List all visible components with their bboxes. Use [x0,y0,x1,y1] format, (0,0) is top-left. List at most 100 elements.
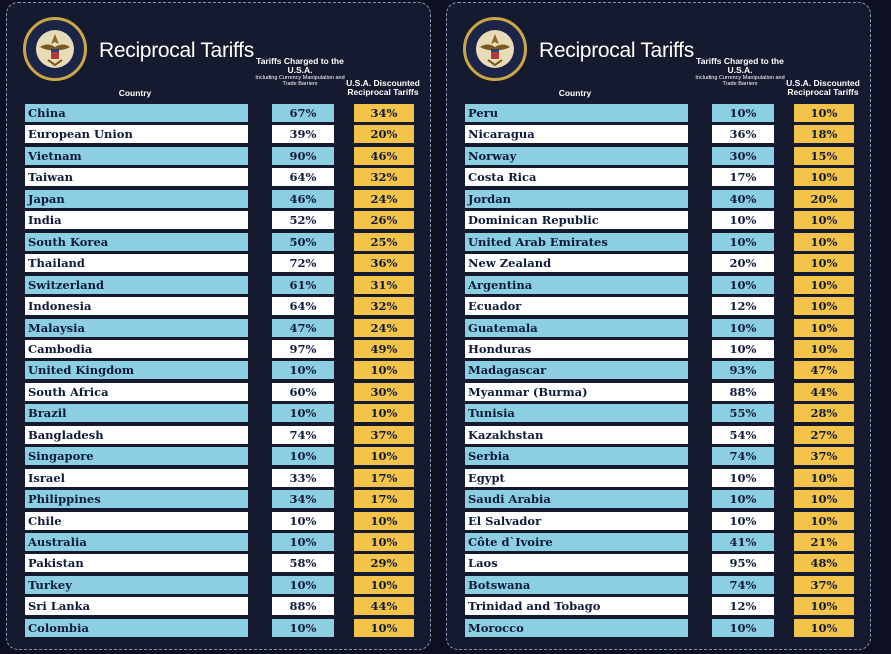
table-row: India 52% 26% [7,211,430,230]
header-country: Country [558,88,592,98]
table-row: Malaysia 47% 24% [7,318,430,337]
table-row: Pakistan 58% 29% [7,554,430,573]
country-cell: Tunisia [465,404,688,423]
discounted-tariff-cell: 10% [354,511,414,530]
table-row: Japan 46% 24% [7,189,430,208]
table-row: Thailand 72% 36% [7,254,430,273]
discounted-tariff-cell: 29% [354,554,414,573]
country-cell: China [25,104,248,122]
country-cell: United Kingdom [25,361,248,380]
tariff-charged-cell: 58% [272,554,334,573]
country-cell: Chile [25,511,248,530]
table-row: Dominican Republic 10% 10% [447,211,870,230]
discounted-tariff-cell: 10% [354,575,414,594]
right-panel: Reciprocal Tariffs Tariffs Charged to th… [446,2,871,650]
discounted-tariff-cell: 21% [794,533,854,551]
discounted-tariff-cell: 10% [354,618,414,637]
table-row: Cambodia 97% 49% [7,339,430,358]
country-cell: Argentina [465,275,688,294]
tariff-charged-cell: 72% [272,254,334,273]
discounted-tariff-cell: 10% [794,211,854,230]
header-country: Country [118,88,152,98]
discounted-tariff-cell: 20% [354,125,414,144]
country-cell: Switzerland [25,275,248,294]
discounted-tariff-cell: 44% [354,597,414,616]
discounted-tariff-cell: 37% [794,575,854,594]
country-cell: Ecuador [465,297,688,316]
discounted-tariff-cell: 32% [354,297,414,316]
tariff-charged-cell: 88% [712,382,774,401]
presidential-seal-icon [463,17,527,81]
header-discounted: U.S.A. Discounted Reciprocal Tariffs [786,78,860,97]
table-row: Switzerland 61% 31% [7,275,430,294]
discounted-tariff-cell: 17% [354,468,414,487]
table-row: Bangladesh 74% 37% [7,425,430,444]
table-row: Ecuador 12% 10% [447,297,870,316]
country-cell: Madagascar [465,361,688,380]
discounted-tariff-cell: 36% [354,254,414,273]
table-row: Egypt 10% 10% [447,468,870,487]
tariff-charged-cell: 10% [272,533,334,551]
table-row: Turkey 10% 10% [7,575,430,594]
page-title: Reciprocal Tariffs [99,39,254,62]
discounted-tariff-cell: 27% [794,425,854,444]
tariff-charged-cell: 88% [272,597,334,616]
table-row: Kazakhstan 54% 27% [447,425,870,444]
country-cell: Philippines [25,490,248,509]
discounted-tariff-cell: 10% [794,297,854,316]
discounted-tariff-cell: 37% [354,425,414,444]
discounted-tariff-cell: 49% [354,339,414,358]
table-row: Honduras 10% 10% [447,339,870,358]
country-cell: Thailand [25,254,248,273]
tariff-charged-cell: 10% [712,468,774,487]
discounted-tariff-cell: 30% [354,382,414,401]
table-row: Laos 95% 48% [447,554,870,573]
table-row: Trinidad and Tobago 12% 10% [447,597,870,616]
presidential-seal-icon [23,17,87,81]
discounted-tariff-cell: 15% [794,146,854,165]
country-cell: Bangladesh [25,425,248,444]
country-cell: Nicaragua [465,125,688,144]
table-row: New Zealand 20% 10% [447,254,870,273]
discounted-tariff-cell: 44% [794,382,854,401]
table-row: Brazil 10% 10% [7,404,430,423]
tariff-charged-cell: 95% [712,554,774,573]
header-charged-note: Including Currency Manipulation and Trad… [255,74,345,87]
table-row: Vietnam 90% 46% [7,146,430,165]
table-row: Taiwan 64% 32% [7,168,430,187]
tariff-charged-cell: 90% [272,146,334,165]
tariff-charged-cell: 10% [712,339,774,358]
country-cell: Serbia [465,447,688,466]
discounted-tariff-cell: 10% [794,254,854,273]
country-cell: Indonesia [25,297,248,316]
table-row: Peru 10% 10% [447,104,870,122]
tariff-charged-cell: 55% [712,404,774,423]
tariff-charged-cell: 10% [712,275,774,294]
discounted-tariff-cell: 26% [354,211,414,230]
tariff-charged-cell: 33% [272,468,334,487]
tariff-charged-cell: 74% [712,575,774,594]
tariff-charged-cell: 10% [272,404,334,423]
discounted-tariff-cell: 28% [794,404,854,423]
tariff-charged-cell: 10% [712,511,774,530]
country-cell: Pakistan [25,554,248,573]
tariff-charged-cell: 17% [712,168,774,187]
discounted-tariff-cell: 31% [354,275,414,294]
tariff-charged-cell: 36% [712,125,774,144]
header-charged-label: Tariffs Charged to the U.S.A. [696,56,784,75]
country-cell: Honduras [465,339,688,358]
country-cell: South Korea [25,232,248,251]
discounted-tariff-cell: 47% [794,361,854,380]
table-row: Myanmar (Burma) 88% 44% [447,382,870,401]
tariff-charged-cell: 64% [272,168,334,187]
header-charged-note: Including Currency Manipulation and Trad… [695,74,785,87]
country-cell: South Africa [25,382,248,401]
header-tariffs-charged: Tariffs Charged to the U.S.A. Including … [255,57,345,87]
country-cell: Brazil [25,404,248,423]
tariff-charged-cell: 64% [272,297,334,316]
country-cell: Israel [25,468,248,487]
discounted-tariff-cell: 10% [794,232,854,251]
tariff-charged-cell: 40% [712,189,774,208]
discounted-tariff-cell: 10% [794,104,854,122]
country-cell: European Union [25,125,248,144]
